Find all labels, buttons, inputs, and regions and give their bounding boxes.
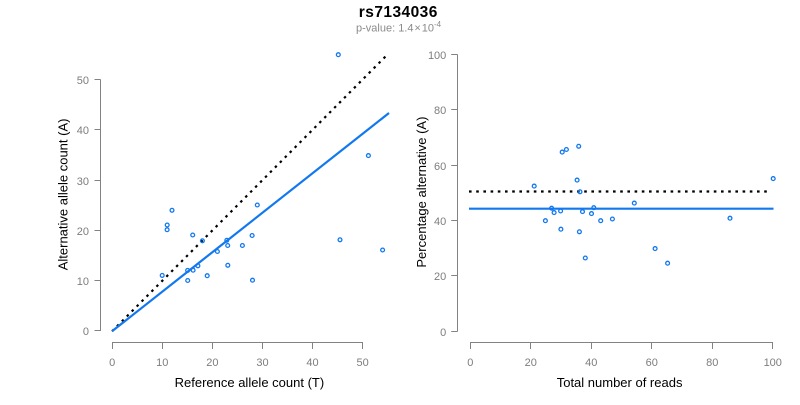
svg-text:0: 0 bbox=[83, 326, 89, 338]
svg-text:60: 60 bbox=[646, 357, 658, 369]
svg-text:20: 20 bbox=[525, 357, 537, 369]
svg-text:60: 60 bbox=[434, 161, 446, 173]
svg-text:0: 0 bbox=[467, 357, 473, 369]
svg-text:rs7134036: rs7134036 bbox=[359, 4, 438, 21]
svg-text:0: 0 bbox=[440, 327, 446, 339]
svg-text:30: 30 bbox=[256, 357, 268, 369]
svg-text:40: 40 bbox=[585, 357, 597, 369]
svg-text:20: 20 bbox=[206, 357, 218, 369]
svg-text:0: 0 bbox=[109, 357, 115, 369]
svg-text:40: 40 bbox=[77, 125, 89, 137]
svg-text:100: 100 bbox=[764, 357, 782, 369]
svg-text:Total number of reads: Total number of reads bbox=[557, 375, 683, 390]
svg-text:50: 50 bbox=[77, 75, 89, 87]
svg-text:p-value: 1.4 × 10-4: p-value: 1.4 × 10-4 bbox=[356, 20, 442, 34]
svg-text:10: 10 bbox=[77, 276, 89, 288]
svg-text:Percentage alternative (A): Percentage alternative (A) bbox=[414, 117, 429, 268]
svg-text:20: 20 bbox=[77, 226, 89, 238]
svg-text:100: 100 bbox=[428, 50, 446, 62]
svg-text:80: 80 bbox=[706, 357, 718, 369]
svg-text:40: 40 bbox=[306, 357, 318, 369]
svg-text:80: 80 bbox=[434, 105, 446, 117]
svg-text:30: 30 bbox=[77, 176, 89, 188]
svg-text:Alternative allele count (A): Alternative allele count (A) bbox=[55, 119, 70, 271]
svg-text:Reference allele count (T): Reference allele count (T) bbox=[175, 375, 325, 390]
svg-text:10: 10 bbox=[156, 357, 168, 369]
svg-text:20: 20 bbox=[434, 271, 446, 283]
svg-text:40: 40 bbox=[434, 216, 446, 228]
svg-text:50: 50 bbox=[356, 357, 368, 369]
